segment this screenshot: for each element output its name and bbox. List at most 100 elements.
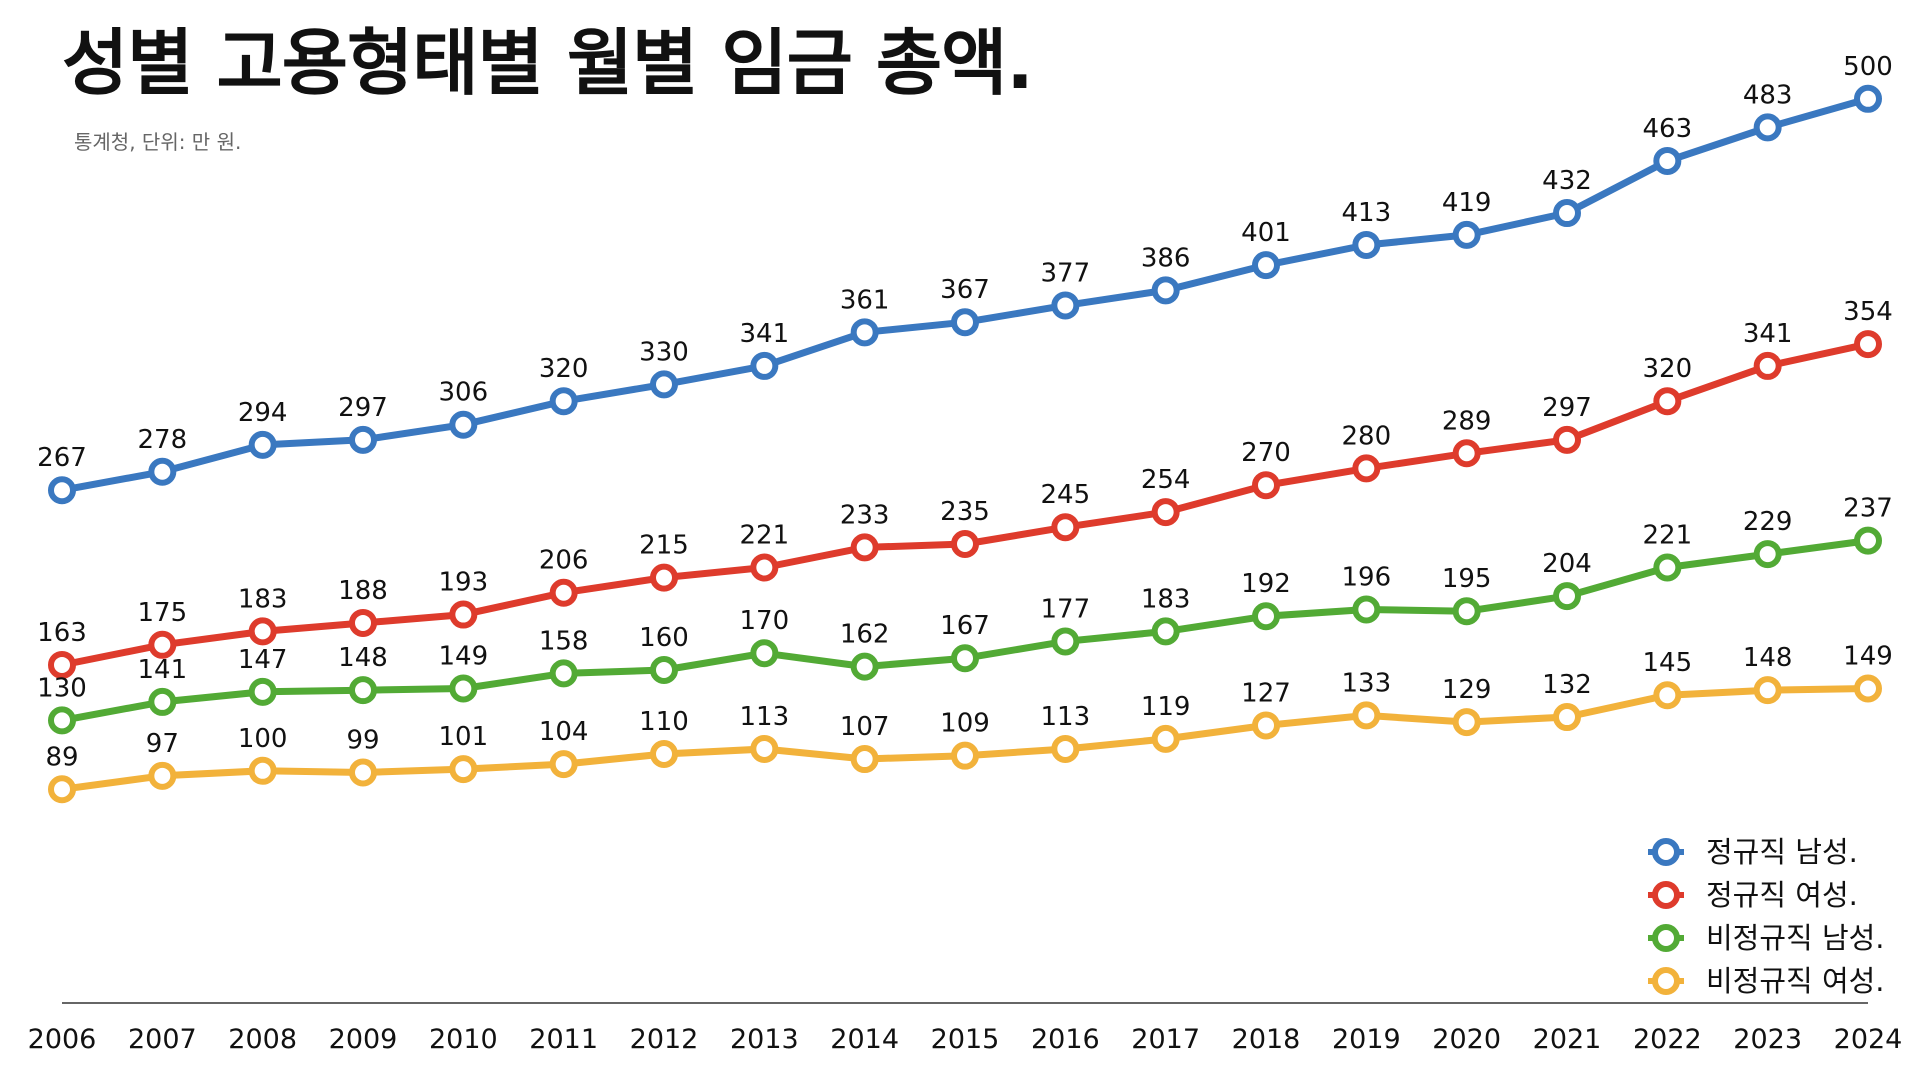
- x-tick-label: 2020: [1432, 1024, 1501, 1055]
- data-label: 432: [1542, 166, 1592, 196]
- data-label: 97: [146, 729, 179, 759]
- data-point: [248, 617, 277, 646]
- data-point: [148, 630, 177, 659]
- data-point: [951, 741, 979, 770]
- data-label: 297: [338, 393, 388, 423]
- data-label: 101: [439, 722, 489, 752]
- data-label: 235: [940, 497, 990, 527]
- data-point: [1653, 681, 1682, 710]
- data-label: 149: [1843, 641, 1893, 671]
- data-point: [1352, 595, 1381, 624]
- data-label: 162: [840, 620, 890, 650]
- data-label: 110: [639, 707, 689, 737]
- data-label: 183: [1141, 584, 1191, 614]
- series-points: [48, 84, 1882, 804]
- data-label: 500: [1843, 52, 1893, 82]
- data-point: [1452, 220, 1481, 249]
- legend-marker: [1652, 924, 1680, 952]
- data-point: [1352, 454, 1381, 483]
- x-tick-label: 2023: [1733, 1024, 1802, 1055]
- data-label: 254: [1141, 465, 1191, 495]
- data-point: [1753, 676, 1782, 705]
- data-labels: 267 278 294 297 306 320 330 341 361 367 377 386 401 4…: [37, 52, 1893, 772]
- data-label: 160: [639, 623, 689, 653]
- data-label: 297: [1542, 393, 1592, 423]
- legend-marker: [1652, 967, 1680, 995]
- legend-marker: [1652, 881, 1680, 909]
- data-point: [650, 563, 678, 592]
- data-label: 130: [37, 673, 87, 703]
- data-label: 361: [840, 285, 890, 315]
- x-tick-label: 2013: [730, 1024, 799, 1055]
- data-point: [750, 639, 779, 668]
- data-label: 278: [138, 425, 188, 455]
- data-label: 133: [1342, 668, 1392, 698]
- data-label: 195: [1442, 564, 1492, 594]
- data-point: [850, 318, 879, 347]
- x-tick-label: 2017: [1131, 1024, 1200, 1055]
- legend-item: 비정규직 여성.: [1648, 964, 1885, 998]
- data-point: [1653, 146, 1682, 175]
- data-label: 192: [1241, 569, 1291, 599]
- x-tick-label: 2011: [529, 1024, 598, 1055]
- data-label: 104: [539, 717, 589, 747]
- data-point: [1151, 498, 1180, 527]
- data-point: [549, 387, 578, 416]
- data-label: 306: [439, 378, 489, 408]
- data-point: [1452, 439, 1481, 468]
- data-label: 107: [840, 712, 890, 742]
- data-point: [951, 644, 979, 673]
- data-label: 221: [1643, 521, 1693, 551]
- data-point: [349, 425, 377, 454]
- legend-marker: [1652, 838, 1680, 866]
- data-label: 129: [1442, 675, 1492, 705]
- x-tick-label: 2009: [329, 1024, 398, 1055]
- data-point: [549, 578, 578, 607]
- data-point: [1252, 711, 1280, 740]
- data-point: [349, 676, 377, 705]
- chart-title: 성별 고용형태별 월별 임금 총액.: [62, 21, 1034, 105]
- legend-item: 정규직 여성.: [1648, 878, 1858, 912]
- legend: 정규직 남성. 정규직 여성. 비정규직 남성. 비정규직 여성.: [1648, 835, 1885, 998]
- x-tick-label: 2015: [931, 1024, 1000, 1055]
- data-point: [48, 706, 76, 735]
- data-label: 89: [45, 742, 78, 772]
- data-point: [850, 533, 879, 562]
- x-tick-label: 2012: [630, 1024, 699, 1055]
- data-label: 289: [1442, 406, 1492, 436]
- data-label: 419: [1442, 188, 1492, 218]
- data-label: 367: [940, 275, 990, 305]
- data-label: 483: [1743, 80, 1793, 110]
- data-point: [750, 351, 779, 380]
- data-point: [248, 430, 277, 459]
- data-point: [1553, 425, 1581, 454]
- data-label: 167: [940, 611, 990, 641]
- data-label: 341: [740, 319, 790, 349]
- data-point: [1352, 230, 1381, 259]
- data-label: 188: [338, 576, 388, 606]
- data-point: [1352, 701, 1381, 730]
- data-label: 294: [238, 398, 288, 428]
- data-point: [850, 745, 879, 774]
- data-label: 377: [1041, 258, 1091, 288]
- data-point: [148, 687, 177, 716]
- data-point: [1753, 113, 1782, 142]
- data-label: 141: [138, 655, 188, 685]
- data-label: 401: [1241, 218, 1291, 248]
- legend-label: 비정규직 여성.: [1706, 964, 1885, 998]
- data-label: 280: [1342, 421, 1392, 451]
- data-point: [48, 476, 76, 505]
- legend-item: 비정규직 남성.: [1648, 921, 1885, 955]
- data-point: [1653, 387, 1682, 416]
- data-label: 175: [138, 598, 188, 628]
- data-label: 206: [539, 546, 589, 576]
- x-tick-label: 2022: [1633, 1024, 1702, 1055]
- chart-subtitle: 통계청, 단위: 만 원.: [74, 130, 242, 154]
- data-label: 267: [37, 443, 87, 473]
- data-point: [1151, 617, 1180, 646]
- data-label: 193: [439, 568, 489, 598]
- data-label: 170: [740, 606, 790, 636]
- data-label: 215: [639, 531, 689, 561]
- data-point: [1051, 291, 1080, 320]
